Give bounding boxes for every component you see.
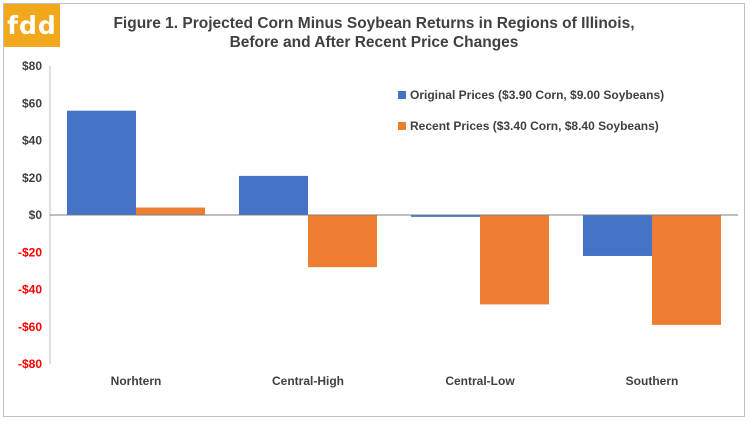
bar-original-prices-3 xyxy=(583,215,652,256)
bar-original-prices-1 xyxy=(239,175,308,215)
y-tick-label: -$60 xyxy=(18,320,42,334)
fdd-logo: fdd xyxy=(4,4,60,47)
legend-label-recent-prices: Recent Prices ($3.40 Corn, $8.40 Soybean… xyxy=(410,119,659,133)
y-tick-label: $80 xyxy=(22,59,42,73)
legend-label-original-prices: Original Prices ($3.90 Corn, $9.00 Soybe… xyxy=(410,88,664,102)
chart-title-line-2: Before and After Recent Price Changes xyxy=(229,34,519,51)
bar-chart: $80 $60 $40 $20 $0 -$20 -$40 -$60 -$80 Norhtern Ce… xyxy=(18,59,738,388)
bar-recent-prices-0 xyxy=(136,207,205,215)
y-tick-label: $20 xyxy=(22,171,42,185)
legend-swatch-recent-prices xyxy=(398,122,406,130)
chart-title-line-1: Figure 1. Projected Corn Minus Soybean R… xyxy=(113,15,635,32)
x-category-label: Central-Low xyxy=(445,374,515,388)
chart-frame: fdd Figure 1. Projected Corn Minus Soybe… xyxy=(3,3,745,417)
bar-recent-prices-2 xyxy=(480,215,549,305)
y-tick-label: $0 xyxy=(29,208,43,222)
y-tick-label: -$20 xyxy=(18,245,42,259)
y-tick-label: $40 xyxy=(22,134,42,148)
bar-recent-prices-3 xyxy=(652,215,721,325)
bar-original-prices-2 xyxy=(411,215,480,217)
x-category-label: Southern xyxy=(626,374,679,388)
legend-swatch-original-prices xyxy=(398,91,406,99)
bar-recent-prices-1 xyxy=(308,215,377,268)
bar-original-prices-0 xyxy=(67,110,136,215)
x-category-label: Norhtern xyxy=(111,374,162,388)
x-category-label: Central-High xyxy=(272,374,344,388)
y-tick-label: -$40 xyxy=(18,283,42,297)
y-tick-label: $60 xyxy=(22,96,42,110)
y-tick-label: -$80 xyxy=(18,357,42,371)
chart-title: Figure 1. Projected Corn Minus Soybean R… xyxy=(64,14,684,52)
